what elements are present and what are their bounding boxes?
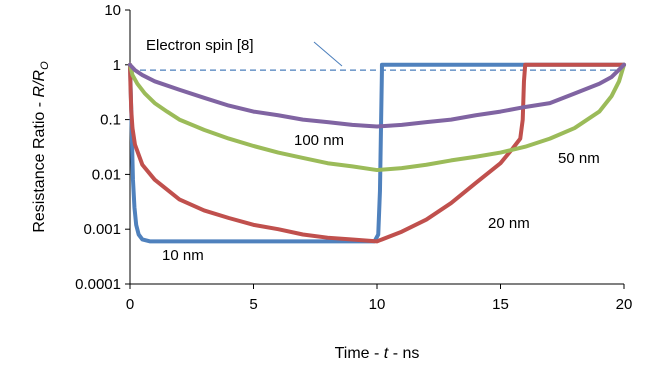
- y-tick-label: 0.01: [92, 166, 121, 183]
- labels-group: Electron spin [8] 100 nm 50 nm 20 nm 10 …: [146, 37, 600, 264]
- x-tick-label: 15: [492, 296, 509, 313]
- x-tick-label: 5: [249, 296, 257, 313]
- ticks: 0 5 10 15 20 10 1 0.1 0.01 0.001 0.0001: [75, 2, 632, 313]
- electron-spin-annotation: Electron spin [8]: [146, 37, 254, 54]
- series-label-20nm: 20 nm: [488, 215, 530, 232]
- series-label-100nm: 100 nm: [294, 132, 344, 149]
- series-label-10nm: 10 nm: [162, 247, 204, 264]
- x-tick-label: 0: [126, 296, 134, 313]
- y-tick-label: 0.001: [83, 221, 121, 238]
- y-tick-label: 0.0001: [75, 276, 121, 293]
- y-tick-label: 0.1: [100, 112, 121, 129]
- axis-titles: Time - t - ns Resistance Ratio - R/RO: [31, 61, 419, 362]
- series-group: [128, 62, 626, 244]
- series-line-20nm: [128, 62, 626, 244]
- y-tick-label: 1: [113, 57, 121, 74]
- annotation-leader-line: [313, 41, 343, 67]
- x-tick-label: 20: [616, 296, 633, 313]
- series-line-100nm: [128, 62, 626, 129]
- x-axis-title: Time - t - ns: [335, 345, 420, 362]
- y-tick-label: 10: [104, 2, 121, 19]
- series-line-50nm: [128, 62, 626, 173]
- x-tick-label: 10: [369, 296, 386, 313]
- y-axis-title: Resistance Ratio - R/RO: [31, 61, 51, 233]
- series-label-50nm: 50 nm: [558, 150, 600, 167]
- series-line-10nm: [128, 62, 626, 244]
